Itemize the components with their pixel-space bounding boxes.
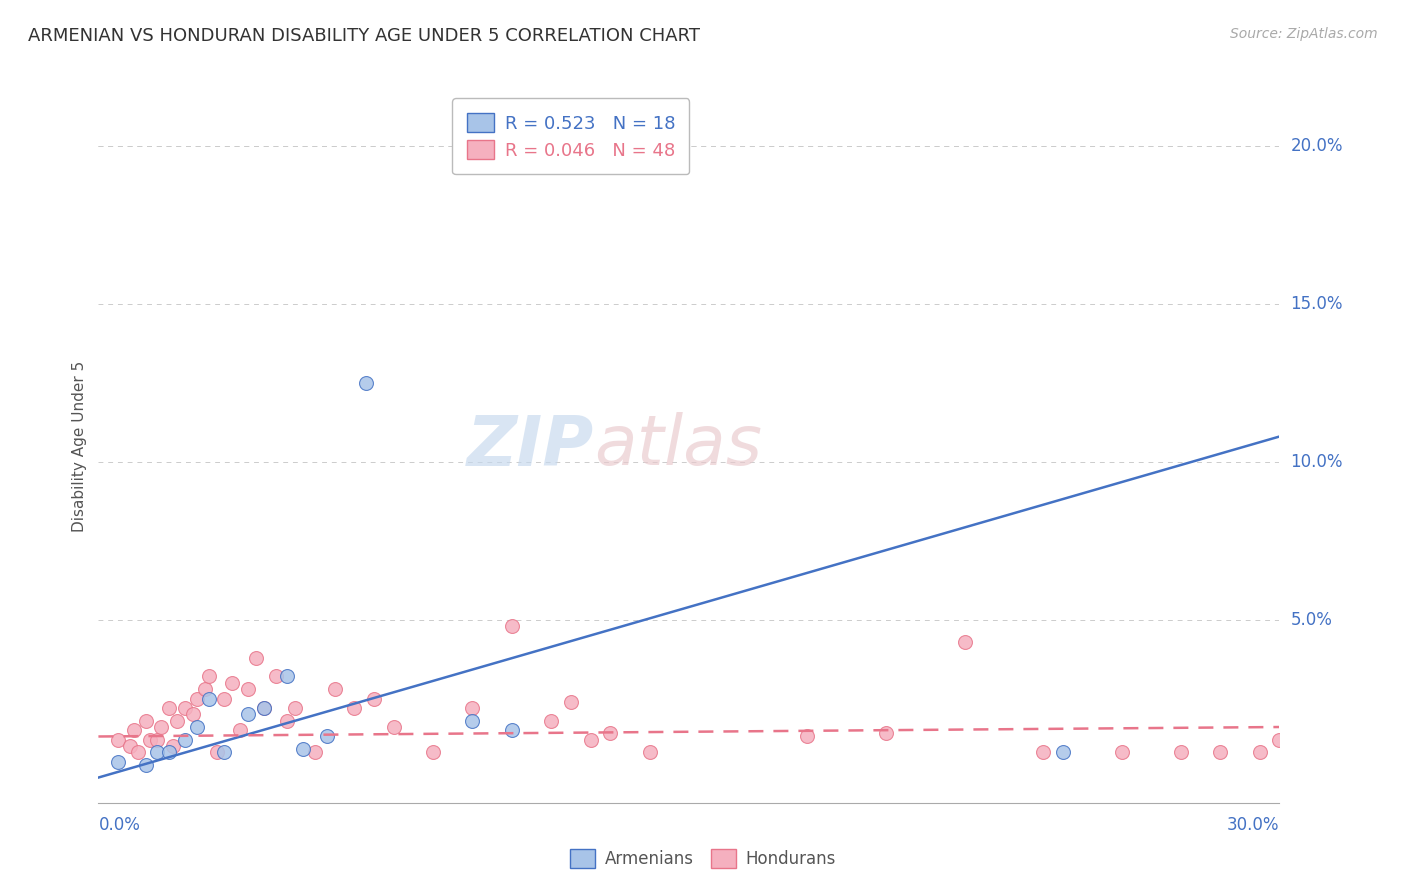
Point [953,634,976,648]
Point [122,723,145,738]
Point [422,745,444,759]
Text: 15.0%: 15.0% [1291,295,1343,313]
Point [236,707,259,722]
Point [461,701,484,715]
Point [214,745,236,759]
Point [540,714,562,728]
Point [146,745,169,759]
Point [135,758,157,772]
Point [150,720,173,734]
Point [1052,745,1074,759]
Point [638,745,661,759]
Point [162,739,184,753]
Point [194,682,217,697]
Point [205,745,228,759]
Point [107,732,129,747]
Point [599,726,621,740]
Point [236,682,259,697]
Point [276,714,298,728]
Point [135,714,157,728]
Point [1170,745,1192,759]
Point [181,707,204,722]
Point [157,745,180,759]
Point [127,745,149,759]
Point [1268,732,1291,747]
Point [323,682,346,697]
Point [186,720,208,734]
Point [304,745,326,759]
Point [264,669,287,683]
Point [186,691,208,706]
Text: ZIP: ZIP [467,412,595,480]
Point [221,675,243,690]
Point [1209,745,1232,759]
Point [138,732,160,747]
Legend: Armenians, Hondurans: Armenians, Hondurans [564,843,842,875]
Point [363,691,385,706]
Point [343,701,366,715]
Point [229,723,252,738]
Legend: R = 0.523   N = 18, R = 0.046   N = 48: R = 0.523 N = 18, R = 0.046 N = 48 [453,98,689,174]
Text: ARMENIAN VS HONDURAN DISABILITY AGE UNDER 5 CORRELATION CHART: ARMENIAN VS HONDURAN DISABILITY AGE UNDE… [28,27,700,45]
Point [245,650,267,665]
Text: Source: ZipAtlas.com: Source: ZipAtlas.com [1230,27,1378,41]
Point [1249,745,1271,759]
Point [354,376,377,390]
Y-axis label: Disability Age Under 5: Disability Age Under 5 [72,360,87,532]
Point [501,723,523,738]
Point [253,701,276,715]
Point [501,619,523,633]
Point [796,730,818,744]
Point [118,739,141,753]
Text: 5.0%: 5.0% [1291,611,1333,629]
Point [284,701,307,715]
Point [157,701,180,715]
Point [166,714,188,728]
Point [579,732,602,747]
Point [276,669,298,683]
Text: 30.0%: 30.0% [1227,816,1279,834]
Point [292,742,315,756]
Point [214,691,236,706]
Point [382,720,405,734]
Point [875,726,897,740]
Text: atlas: atlas [595,412,762,480]
Point [174,701,197,715]
Point [560,695,582,709]
Point [315,730,337,744]
Point [197,669,219,683]
Point [1111,745,1133,759]
Point [107,755,129,769]
Point [1032,745,1054,759]
Text: 20.0%: 20.0% [1291,137,1343,155]
Text: 10.0%: 10.0% [1291,453,1343,471]
Text: 0.0%: 0.0% [98,816,141,834]
Point [174,732,197,747]
Point [146,732,169,747]
Point [197,691,219,706]
Point [461,714,484,728]
Point [253,701,276,715]
